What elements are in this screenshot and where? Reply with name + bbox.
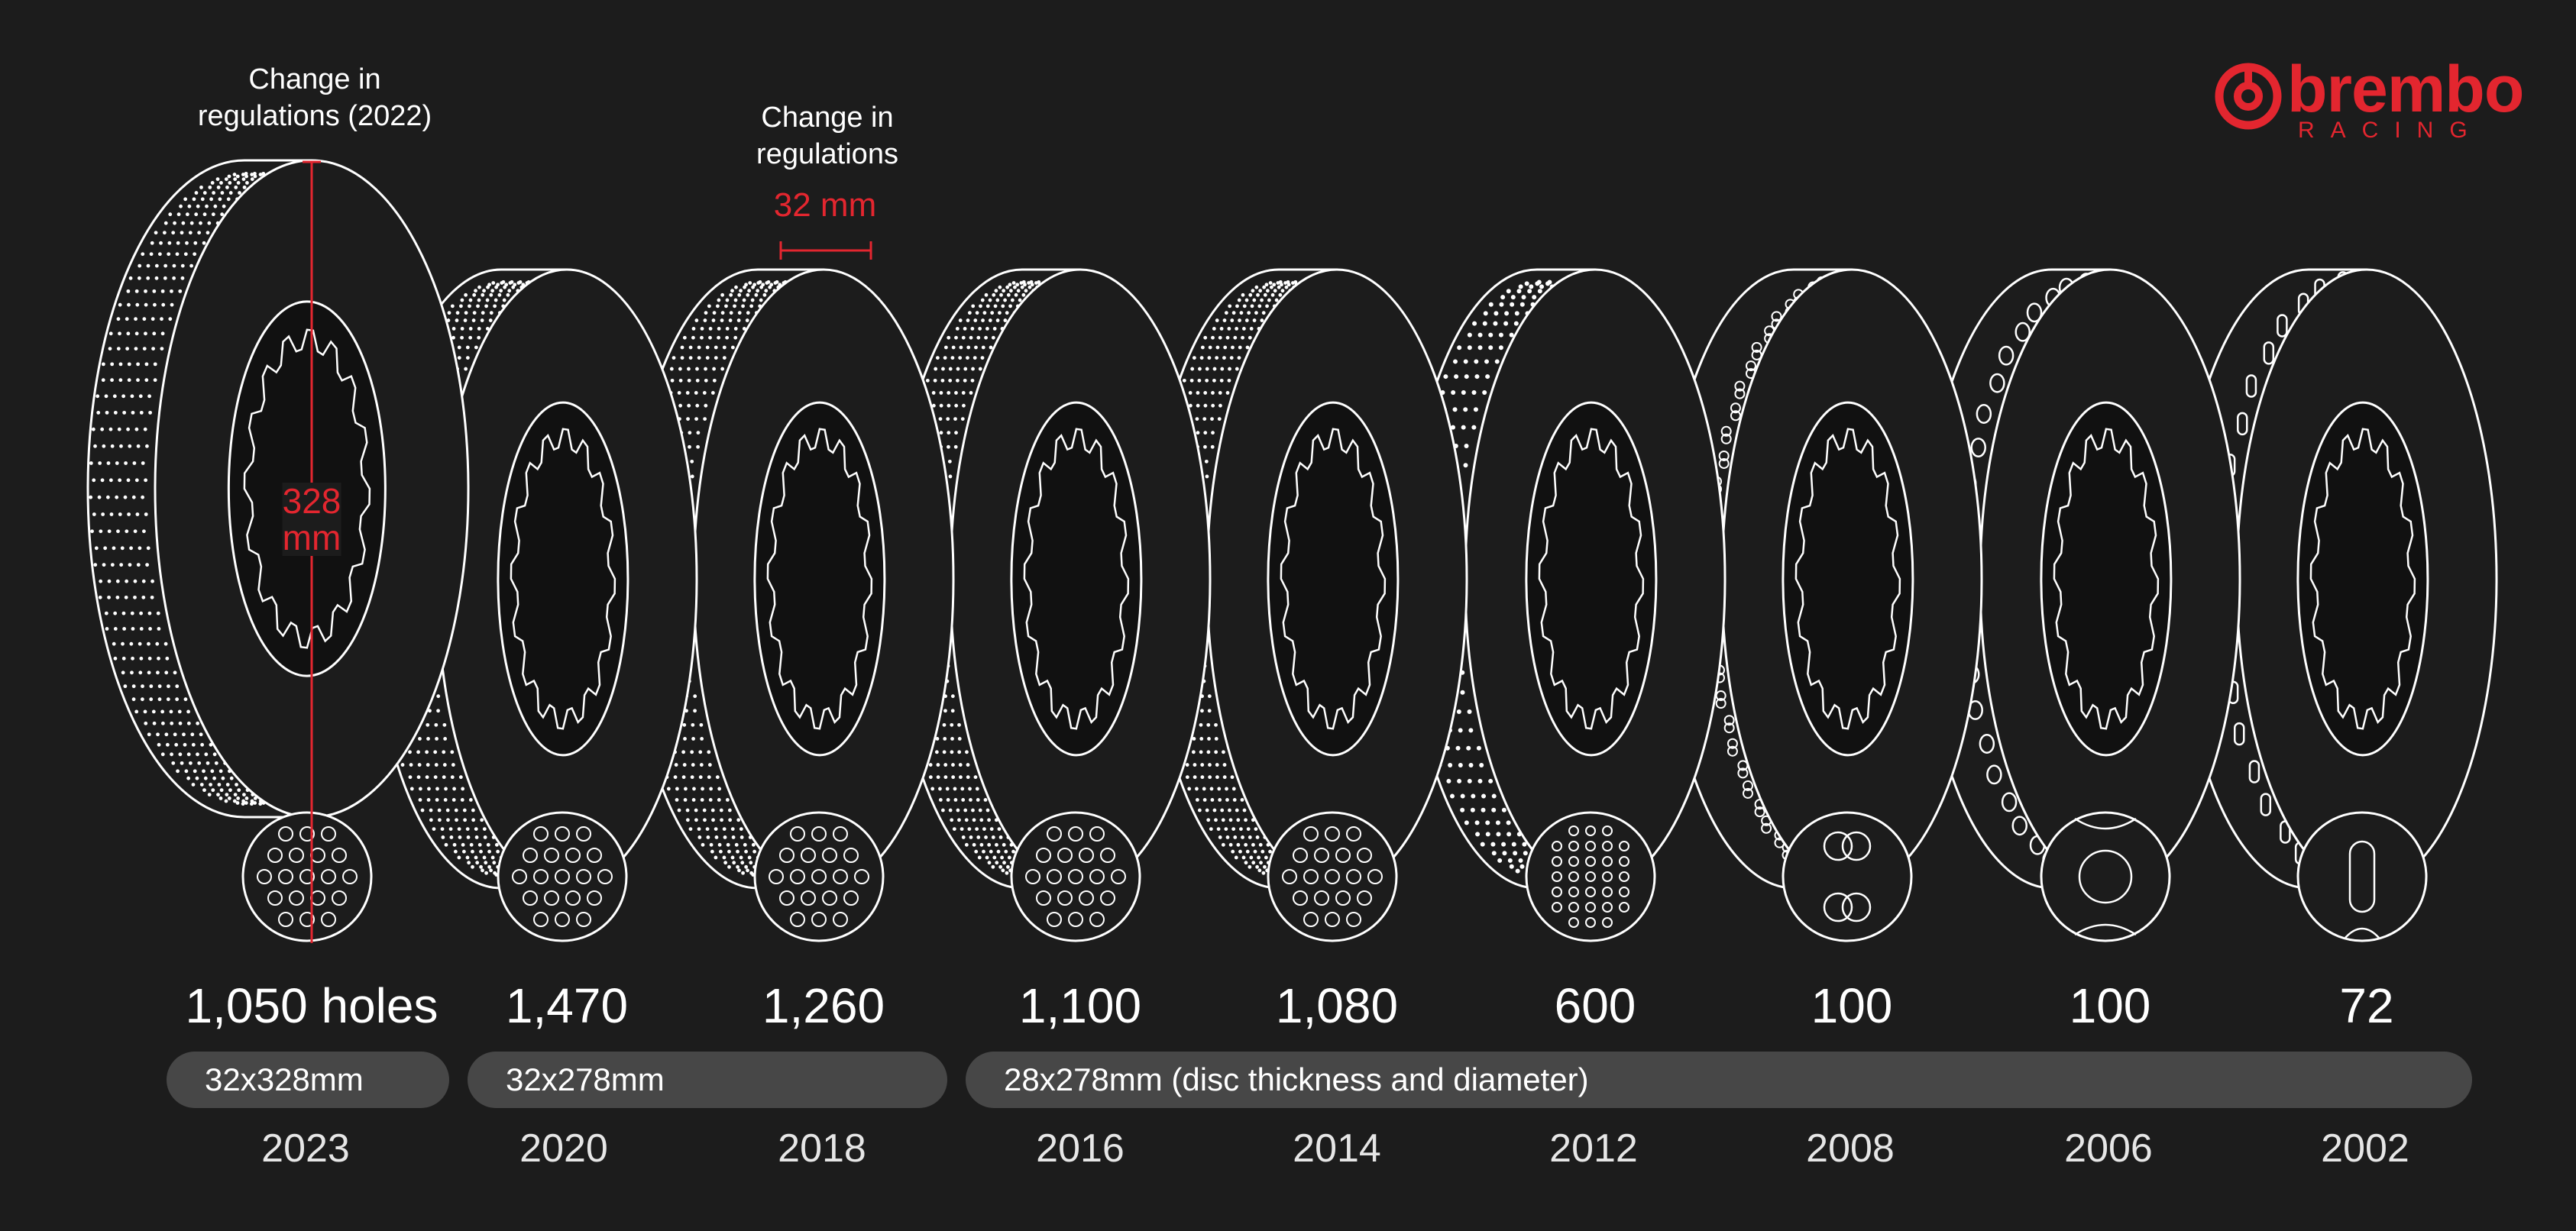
- hole-pattern-detail: [1525, 811, 1656, 942]
- disc-inner-bore: [497, 401, 629, 757]
- disc-inner-bore: [1267, 401, 1400, 757]
- disc-year-2016: 2016: [1036, 1126, 1125, 1171]
- regulation-change-2022-line2: regulations (2022): [197, 100, 432, 132]
- hole-pattern-detail: [1782, 811, 1913, 942]
- disc-bell-teeth: [243, 328, 371, 649]
- diameter-value: 328: [282, 481, 341, 521]
- disc-year-2006: 2006: [2064, 1126, 2153, 1171]
- brake-disc-2012: [1406, 268, 1727, 942]
- disc-year-2012: 2012: [1549, 1126, 1638, 1171]
- disc-holes-2016: 1,100: [1018, 978, 1142, 1033]
- diameter-label: 328 mm: [282, 481, 341, 557]
- hole-pattern-detail: [2296, 811, 2428, 942]
- disc-year-2023: 2023: [261, 1126, 350, 1171]
- hole-pattern-detail: [241, 811, 373, 942]
- disc-year-2002: 2002: [2321, 1126, 2409, 1171]
- disc-year-2014: 2014: [1293, 1126, 1381, 1171]
- regulation-change-2022-note: Change in regulations (2022): [198, 61, 432, 134]
- disc-holes-2006: 100: [2069, 978, 2151, 1033]
- hole-pattern-detail: [1267, 811, 1398, 942]
- brake-disc-2020: [370, 268, 698, 942]
- regulation-change-2022-line1: Change in: [248, 63, 381, 95]
- disc-year-2008: 2008: [1806, 1126, 1895, 1171]
- disc-holes-2020: 1,470: [505, 978, 629, 1033]
- hole-pattern-detail: [1010, 811, 1141, 942]
- disc-year-2020: 2020: [519, 1126, 608, 1171]
- disc-holes-2002: 72: [2339, 978, 2394, 1033]
- hole-pattern-detail: [2040, 811, 2171, 942]
- disc-bell-teeth: [766, 428, 873, 730]
- brake-disc-2008: [1662, 268, 1983, 942]
- disc-inner-bore: [1782, 401, 1914, 757]
- thickness-label: 32 mm: [773, 186, 877, 224]
- regulation-change-note: Change in regulations: [756, 99, 898, 173]
- disc-inner-bore: [2040, 401, 2173, 757]
- brake-disc-2014: [1147, 268, 1468, 942]
- hole-pattern-detail: [753, 811, 885, 942]
- brake-disc-2023: [86, 159, 470, 942]
- disc-bell-teeth: [1023, 428, 1130, 730]
- disc-bell-teeth: [510, 428, 616, 730]
- spec-pill-2023: 32x328mm: [167, 1052, 449, 1108]
- brake-disc-2018: [626, 268, 955, 942]
- disc-inner-bore: [1525, 401, 1658, 757]
- brake-disc-2002: [2177, 268, 2498, 942]
- spec-pill-2018-2020: 32x278mm: [468, 1052, 947, 1108]
- disc-holes-2008: 100: [1811, 978, 1893, 1033]
- regulation-change-line2: regulations: [756, 138, 898, 170]
- disc-inner-bore: [2296, 401, 2429, 757]
- spec-pill-2002-2016: 28x278mm (disc thickness and diameter): [966, 1052, 2472, 1108]
- disc-bell-teeth: [1794, 428, 1901, 730]
- disc-inner-bore: [753, 401, 886, 757]
- disc-bell-teeth: [1280, 428, 1387, 730]
- brand-sub: RACING: [2298, 118, 2484, 143]
- disc-bell-teeth: [2053, 428, 2160, 730]
- disc-holes-2023: 1,050 holes: [185, 978, 439, 1033]
- brake-disc-2006: [1921, 268, 2241, 942]
- disc-inner-bore: [1010, 401, 1143, 757]
- disc-bell-teeth: [1538, 428, 1645, 730]
- brembo-logo-icon: [2215, 63, 2282, 130]
- hole-pattern-detail: [497, 811, 628, 942]
- disc-year-2018: 2018: [778, 1126, 866, 1171]
- brand-name: brembo: [2287, 53, 2524, 126]
- disc-holes-2018: 1,260: [762, 978, 885, 1033]
- disc-bell-teeth: [2309, 428, 2416, 730]
- disc-holes-2014: 1,080: [1275, 978, 1399, 1033]
- diameter-unit: mm: [282, 518, 341, 557]
- brake-disc-2016: [891, 268, 1212, 942]
- regulation-change-line1: Change in: [761, 102, 894, 134]
- disc-holes-2012: 600: [1554, 978, 1636, 1033]
